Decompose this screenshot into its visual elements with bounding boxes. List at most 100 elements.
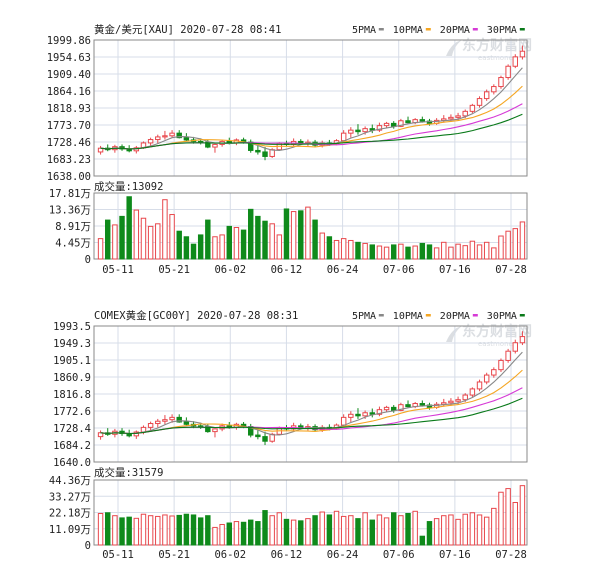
- candle-down: [176, 132, 182, 139]
- volume-bar-up: [155, 515, 161, 546]
- volume-bar-up: [412, 245, 418, 260]
- volume-tick-label: 0: [85, 254, 91, 266]
- volume-bar-down: [391, 512, 397, 546]
- volume-bar-down: [262, 510, 268, 546]
- ma5-line: [100, 67, 523, 151]
- volume-bar-up: [319, 232, 325, 260]
- volume-bar-up: [333, 239, 340, 260]
- volume-bar-down: [355, 518, 361, 546]
- volume-bar-up: [398, 243, 404, 260]
- ma-legend-label: 20PMA: [440, 311, 470, 322]
- x-tick-label: 05-11: [102, 264, 134, 276]
- volume-bar-up: [340, 515, 347, 546]
- volume-bar-up: [219, 523, 225, 546]
- volume-bar-down: [205, 219, 211, 260]
- volume-bar-up: [169, 214, 175, 260]
- volume-bar-up: [97, 238, 104, 260]
- ma-legend-swatch: [519, 314, 525, 317]
- chart-panel-2: COMEX黄金[GC00Y] 2020-07-28 08:31 5PMA 10PMA…: [49, 309, 532, 561]
- x-tick-label: 07-16: [439, 549, 471, 561]
- ma-legend-swatch: [425, 28, 431, 31]
- volume-bar-up: [455, 518, 461, 546]
- volume-bar-up: [469, 512, 476, 546]
- volume-bar-up: [133, 209, 140, 260]
- candle-up: [169, 416, 175, 421]
- candle-down: [183, 421, 190, 425]
- candle-down: [205, 141, 211, 148]
- candle-up: [519, 336, 526, 344]
- candle-up: [483, 374, 490, 383]
- candle-up: [147, 139, 154, 144]
- x-tick-label: 05-21: [158, 264, 190, 276]
- volume-bar-down: [355, 241, 361, 260]
- volume-bar-up: [140, 513, 147, 546]
- volume-bar-down: [105, 219, 111, 260]
- candle-up: [455, 399, 461, 402]
- x-tick-label: 06-02: [214, 549, 246, 561]
- volume-bar-down: [369, 519, 375, 546]
- volume-bar-up: [162, 199, 168, 260]
- x-tick-label: 07-06: [383, 549, 415, 561]
- candle-up: [512, 342, 518, 352]
- ma-legend-label: 30PMA: [487, 311, 517, 322]
- volume-bar-down: [190, 243, 197, 260]
- volume-bar-up: [519, 485, 526, 546]
- volume-bar-up: [290, 519, 297, 546]
- candle-down: [419, 403, 426, 406]
- candle-up: [498, 359, 504, 371]
- volume-bar-down: [405, 246, 411, 260]
- volume-bar-up: [305, 518, 311, 546]
- chart-title: 黄金/美元[XAU] 2020-07-28 08:41: [94, 23, 281, 36]
- candle-up: [376, 409, 383, 415]
- ma-legend-swatch: [519, 28, 525, 31]
- volume-bar-up: [483, 241, 490, 260]
- candle-down: [262, 436, 268, 442]
- watermark-brand-en: eastmoney: [478, 340, 517, 348]
- volume-bar-up: [140, 217, 147, 260]
- volume-bar-up: [512, 228, 518, 260]
- candle-down: [405, 404, 411, 408]
- price-tick-label: 1860.9: [53, 372, 91, 384]
- volume-bar-up: [491, 507, 497, 546]
- candle-up: [469, 104, 476, 112]
- candle-up: [155, 420, 161, 425]
- ma-legend-label: 10PMA: [393, 25, 423, 36]
- volume-bar-down: [183, 236, 190, 260]
- volume-bar-up: [448, 514, 454, 546]
- volume-bar-up: [398, 515, 404, 546]
- watermark-brand-en: eastmoney: [478, 54, 517, 62]
- candle-up: [398, 120, 404, 127]
- volume-bar-up: [433, 518, 440, 546]
- volume-bar-down: [248, 208, 254, 260]
- volume-tick-label: 33.27万: [49, 491, 91, 503]
- volume-bar-up: [383, 246, 390, 260]
- candle-up: [519, 50, 526, 58]
- volume-bar-up: [147, 225, 154, 260]
- candle-up: [348, 129, 354, 134]
- x-tick-label: 05-21: [158, 549, 190, 561]
- x-tick-label: 06-02: [214, 264, 246, 276]
- volume-bar-up: [305, 206, 311, 260]
- volume-bar-up: [212, 236, 218, 260]
- ma10-line: [100, 369, 523, 435]
- volume-bar-up: [290, 211, 297, 260]
- volume-bar-down: [255, 521, 261, 546]
- candle-up: [340, 132, 347, 142]
- price-tick-label: 1684.2: [53, 440, 91, 452]
- x-tick-label: 06-12: [271, 549, 303, 561]
- price-tick-label: 1954.63: [47, 52, 91, 64]
- chart-panel-1: 黄金/美元[XAU] 2020-07-28 08:41 5PMA 10PMA 20PM…: [47, 23, 532, 276]
- volume-bar-down: [405, 512, 411, 546]
- volume-bar-up: [319, 511, 325, 546]
- candle-up: [476, 381, 483, 390]
- x-tick-label: 05-11: [102, 549, 134, 561]
- x-tick-label: 06-24: [327, 549, 359, 561]
- price-tick-label: 1640.0: [53, 457, 91, 469]
- price-tick-label: 1909.40: [47, 69, 91, 81]
- ma-legend-swatch: [472, 314, 478, 317]
- volume-bar-up: [469, 240, 476, 260]
- volume-bar-up: [505, 488, 511, 546]
